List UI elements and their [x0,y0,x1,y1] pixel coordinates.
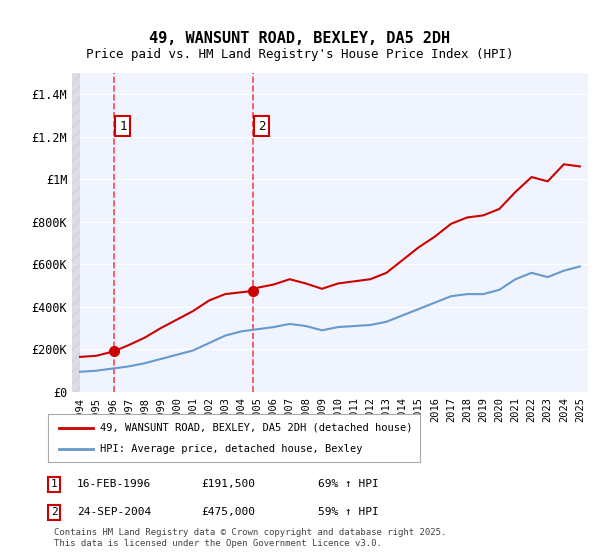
Text: 59% ↑ HPI: 59% ↑ HPI [317,507,379,517]
Bar [72,73,80,392]
Text: 16-FEB-1996: 16-FEB-1996 [77,479,151,489]
Text: 2: 2 [258,119,265,133]
Text: 49, WANSUNT ROAD, BEXLEY, DA5 2DH: 49, WANSUNT ROAD, BEXLEY, DA5 2DH [149,31,451,46]
Text: £475,000: £475,000 [201,507,255,517]
Text: 1: 1 [50,479,58,489]
Text: 69% ↑ HPI: 69% ↑ HPI [317,479,379,489]
Text: £191,500: £191,500 [201,479,255,489]
Text: 1: 1 [119,119,127,133]
Text: Price paid vs. HM Land Registry's House Price Index (HPI): Price paid vs. HM Land Registry's House … [86,48,514,60]
Text: 2: 2 [50,507,58,517]
Text: 49, WANSUNT ROAD, BEXLEY, DA5 2DH (detached house): 49, WANSUNT ROAD, BEXLEY, DA5 2DH (detac… [100,423,413,433]
Text: Contains HM Land Registry data © Crown copyright and database right 2025.
This d: Contains HM Land Registry data © Crown c… [54,528,446,548]
Text: HPI: Average price, detached house, Bexley: HPI: Average price, detached house, Bexl… [100,444,362,454]
Bar [72,73,80,392]
Text: 24-SEP-2004: 24-SEP-2004 [77,507,151,517]
